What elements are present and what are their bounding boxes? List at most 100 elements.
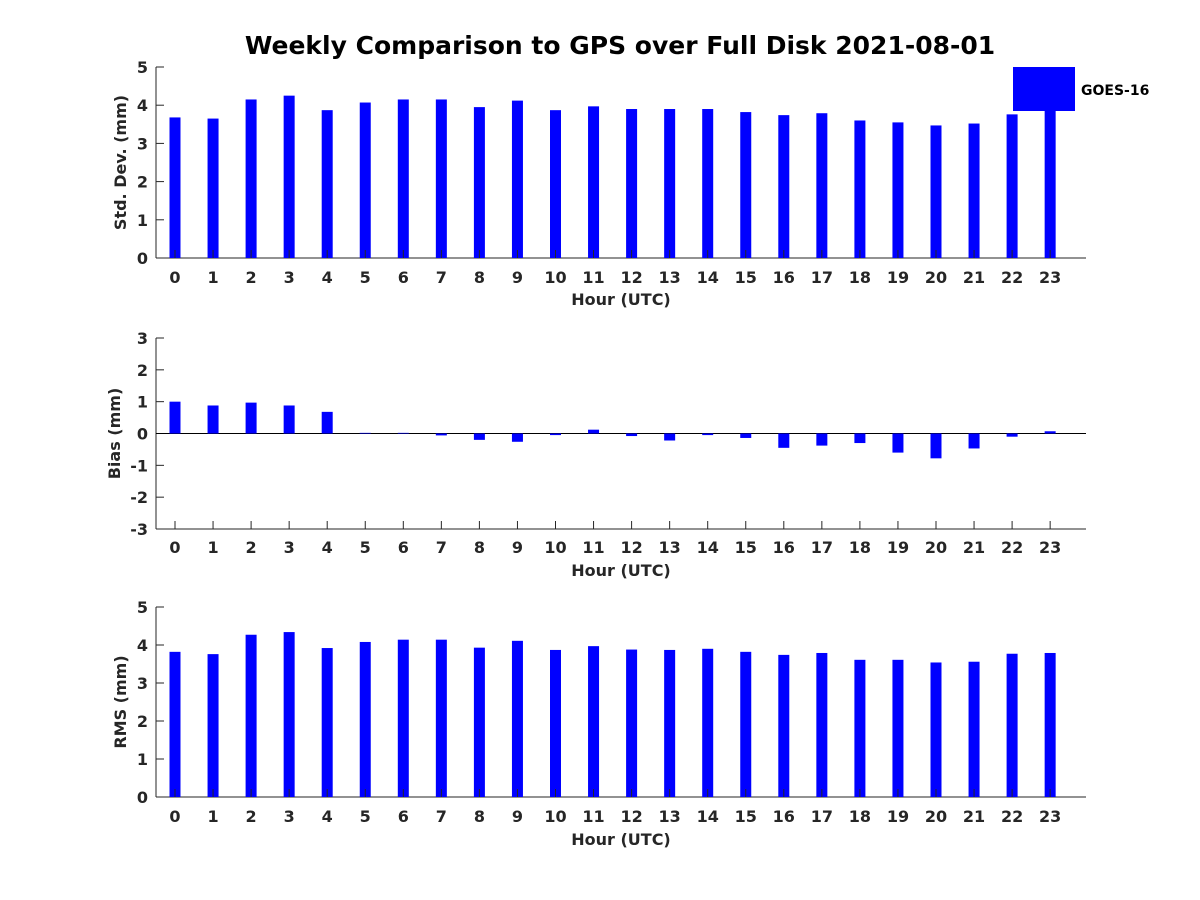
bar-hour-17 xyxy=(816,652,828,797)
y-tick-label: 2 xyxy=(137,361,148,380)
x-tick-label: 17 xyxy=(811,538,833,557)
bar-hour-6 xyxy=(397,432,409,434)
x-tick-label: 7 xyxy=(436,807,447,826)
x-tick-label: 18 xyxy=(849,807,871,826)
y-axis-label: Bias (mm) xyxy=(105,388,124,480)
bar-hour-15 xyxy=(740,112,752,259)
bar-hour-7 xyxy=(435,639,447,797)
x-tick-label: 13 xyxy=(659,268,681,287)
y-tick-label: 3 xyxy=(137,134,148,153)
x-tick-label: 11 xyxy=(582,268,604,287)
y-tick-label: 2 xyxy=(137,712,148,731)
bar-hour-3 xyxy=(283,632,295,797)
x-tick-label: 10 xyxy=(544,538,566,557)
bar-hour-14 xyxy=(702,433,714,436)
bar-hour-11 xyxy=(588,646,600,797)
bar-hour-1 xyxy=(207,118,219,258)
x-tick-label: 17 xyxy=(811,268,833,287)
bar-hour-14 xyxy=(702,648,714,797)
bar-hour-6 xyxy=(397,99,409,258)
x-tick-label: 20 xyxy=(925,807,947,826)
bar-hour-7 xyxy=(435,433,447,436)
bar-hour-19 xyxy=(892,659,904,797)
x-tick-label: 14 xyxy=(697,807,719,826)
x-tick-label: 14 xyxy=(697,268,719,287)
bar-hour-12 xyxy=(626,649,638,797)
x-tick-label: 21 xyxy=(963,268,985,287)
x-axis-label: Hour (UTC) xyxy=(571,290,671,309)
bar-hour-20 xyxy=(930,433,942,459)
bar-hour-13 xyxy=(664,109,676,259)
bar-hour-2 xyxy=(245,634,257,797)
x-tick-label: 6 xyxy=(398,268,409,287)
y-tick-label: 3 xyxy=(137,329,148,348)
bar-hour-16 xyxy=(778,115,790,258)
bar-hour-10 xyxy=(550,433,561,436)
bar-hour-12 xyxy=(626,433,638,437)
bar-hour-8 xyxy=(473,647,485,797)
x-tick-label: 4 xyxy=(322,538,333,557)
bar-hour-4 xyxy=(321,110,333,258)
bar-hour-14 xyxy=(702,109,714,259)
bar-hour-20 xyxy=(930,662,942,797)
x-tick-label: 11 xyxy=(582,807,604,826)
x-tick-label: 10 xyxy=(544,807,566,826)
x-tick-label: 5 xyxy=(360,538,371,557)
bar-hour-2 xyxy=(245,402,257,434)
x-tick-label: 4 xyxy=(322,807,333,826)
bar-hour-13 xyxy=(664,433,676,441)
x-tick-label: 7 xyxy=(436,268,447,287)
bar-hour-4 xyxy=(321,648,333,797)
y-tick-label: 4 xyxy=(137,96,148,115)
bar-hour-8 xyxy=(473,107,485,258)
bar-hour-11 xyxy=(588,429,600,434)
bar-hour-1 xyxy=(207,654,219,797)
x-tick-label: 13 xyxy=(659,807,681,826)
x-tick-label: 6 xyxy=(398,807,409,826)
bar-hour-5 xyxy=(359,102,371,258)
bar-hour-17 xyxy=(816,433,828,446)
x-tick-label: 7 xyxy=(436,538,447,557)
bar-hour-1 xyxy=(207,405,219,434)
bar-hour-23 xyxy=(1044,110,1056,258)
x-tick-label: 16 xyxy=(773,807,795,826)
x-tick-label: 8 xyxy=(474,268,485,287)
bar-hour-9 xyxy=(511,100,523,258)
bar-hour-5 xyxy=(359,641,371,797)
bar-hour-10 xyxy=(550,649,561,797)
bar-hour-17 xyxy=(816,113,828,258)
x-tick-label: 19 xyxy=(887,268,909,287)
bar-hour-23 xyxy=(1044,431,1056,434)
x-tick-label: 1 xyxy=(207,538,218,557)
bar-hour-15 xyxy=(740,651,752,797)
bar-hour-5 xyxy=(359,432,371,434)
bar-hour-22 xyxy=(1006,653,1018,797)
bar-hour-2 xyxy=(245,99,257,258)
x-tick-label: 18 xyxy=(849,268,871,287)
y-tick-label: 0 xyxy=(137,788,148,807)
bar-hour-20 xyxy=(930,125,942,258)
bar-hour-0 xyxy=(169,401,181,434)
x-tick-label: 1 xyxy=(207,807,218,826)
bar-hour-9 xyxy=(511,433,523,442)
x-tick-label: 5 xyxy=(360,807,371,826)
x-tick-label: 12 xyxy=(620,807,642,826)
x-axis-label: Hour (UTC) xyxy=(571,561,671,580)
x-tick-label: 16 xyxy=(773,538,795,557)
x-tick-label: 9 xyxy=(512,807,523,826)
y-tick-label: 3 xyxy=(137,674,148,693)
bar-hour-9 xyxy=(511,640,523,797)
x-tick-label: 15 xyxy=(735,538,757,557)
bar-hour-0 xyxy=(169,651,181,797)
x-tick-label: 9 xyxy=(512,538,523,557)
x-tick-label: 16 xyxy=(773,268,795,287)
bar-hour-19 xyxy=(892,122,904,258)
bar-hour-21 xyxy=(968,433,980,449)
x-tick-label: 22 xyxy=(1001,807,1023,826)
bar-hour-18 xyxy=(854,659,866,797)
